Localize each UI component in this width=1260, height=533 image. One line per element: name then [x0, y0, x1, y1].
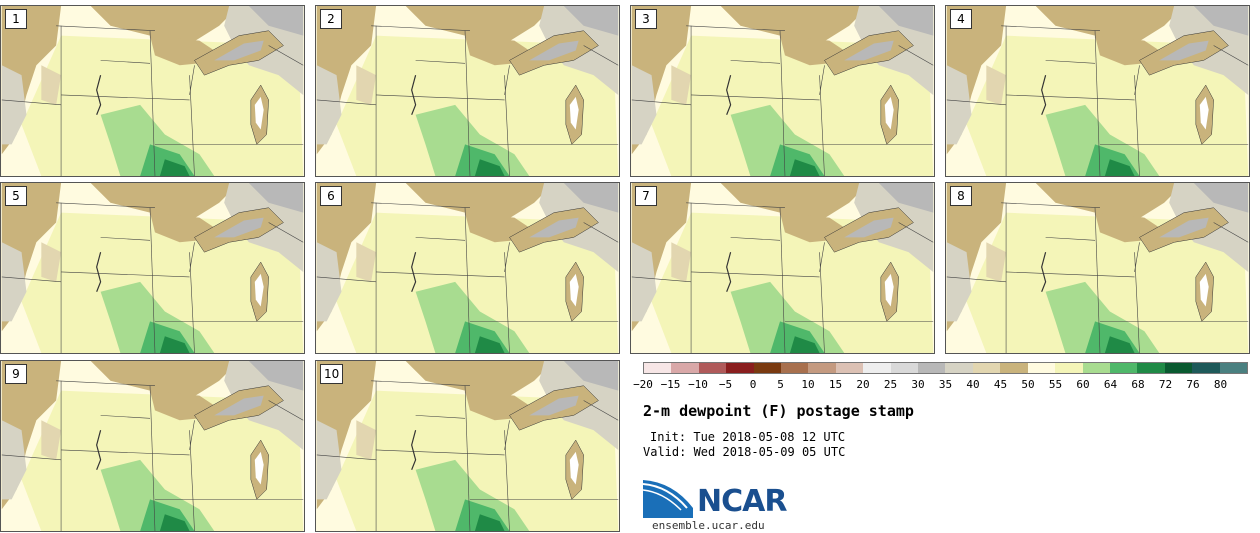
colorbar-tick-label: 25 [883, 378, 898, 391]
colorbar-cell [1109, 363, 1138, 373]
site-url: ensemble.ucar.edu [652, 519, 765, 532]
colorbar-tick-label: 55 [1048, 378, 1063, 391]
colorbar-cell [1164, 363, 1193, 373]
colorbar-cell [671, 363, 699, 373]
init-time: Init: Tue 2018-05-08 12 UTC [650, 430, 846, 444]
map-field [1, 361, 304, 531]
panel-number: 4 [950, 9, 972, 29]
chart-title: 2-m dewpoint (F) postage stamp [643, 402, 914, 420]
ncar-logo-icon [643, 480, 693, 518]
panel-number: 9 [5, 364, 27, 384]
colorbar-tick-label: −10 [688, 378, 708, 391]
map-field [316, 6, 619, 176]
colorbar-tick-label: 64 [1103, 378, 1118, 391]
colorbar-cell [698, 363, 727, 373]
colorbar-tick-label: 68 [1131, 378, 1145, 391]
colorbar-cell [863, 363, 891, 373]
colorbar-tick-label: −5 [718, 378, 733, 391]
map-panel-10: 10 [315, 360, 620, 532]
panel-number: 2 [320, 9, 342, 29]
colorbar-tick-label: 5 [777, 378, 784, 391]
map-panel-9: 9 [0, 360, 305, 532]
colorbar-ticks: −20 −15 −10 −5 0 5 10 15 20 25 30 35 40 45 50 55 60 64 68 7… [633, 378, 1253, 392]
colorbar-cell [890, 363, 919, 373]
colorbar-cell [1027, 363, 1056, 373]
logo-text: NCAR [697, 484, 787, 519]
colorbar-tick-label: −15 [660, 378, 681, 391]
valid-time: Valid: Wed 2018-05-09 05 UTC [643, 445, 846, 459]
colorbar-cell [1000, 363, 1028, 373]
map-panel-8: 8 [945, 182, 1250, 354]
panel-number: 10 [320, 364, 344, 384]
panel-number: 6 [320, 186, 342, 206]
colorbar-cell [644, 363, 672, 373]
map-panel-7: 7 [630, 182, 935, 354]
colorbar-tick-label: 15 [828, 378, 843, 391]
map-panel-5: 5 [0, 182, 305, 354]
panel-number: 3 [635, 9, 657, 29]
panel-number: 5 [5, 186, 27, 206]
colorbar-cell [1137, 363, 1165, 373]
colorbar-tick-label: −20 [633, 378, 653, 391]
map-field [1, 183, 304, 353]
map-field [316, 183, 619, 353]
colorbar-cell [726, 363, 754, 373]
map-panel-4: 4 [945, 5, 1250, 177]
map-field [946, 6, 1249, 176]
colorbar-tick-label: 40 [966, 378, 980, 391]
colorbar-cell [1192, 363, 1220, 373]
map-field [631, 6, 934, 176]
map-panel-6: 6 [315, 182, 620, 354]
panel-number: 7 [635, 186, 657, 206]
map-field [946, 183, 1249, 353]
colorbar-tick-label: 30 [911, 378, 925, 391]
map-field [316, 361, 619, 531]
panel-number: 1 [5, 9, 27, 29]
colorbar-tick-label: 60 [1076, 378, 1090, 391]
map-panel-1: 1 [0, 5, 305, 177]
colorbar-cell [1082, 363, 1110, 373]
map-field [1, 6, 304, 176]
colorbar-cell [835, 363, 864, 373]
colorbar-tick-label: 10 [801, 378, 815, 391]
colorbar-cell [781, 363, 809, 373]
colorbar [643, 362, 1248, 374]
map-panel-2: 2 [315, 5, 620, 177]
colorbar-tick-label: 45 [993, 378, 1008, 391]
colorbar-tick-label: 80 [1213, 378, 1228, 391]
colorbar-cell [1219, 363, 1247, 373]
colorbar-tick-label: 50 [1021, 378, 1035, 391]
colorbar-cell [945, 363, 973, 373]
map-panel-3: 3 [630, 5, 935, 177]
colorbar-tick-label: 0 [749, 378, 757, 391]
colorbar-tick-label: 35 [938, 378, 953, 391]
colorbar-tick-label: 76 [1186, 378, 1200, 391]
colorbar-cell [972, 363, 1001, 373]
colorbar-cell [918, 363, 946, 373]
colorbar-tick-label: 72 [1158, 378, 1173, 391]
colorbar-cell [1055, 363, 1083, 373]
panel-number: 8 [950, 186, 972, 206]
colorbar-tick-label: 20 [856, 378, 870, 391]
colorbar-cell [808, 363, 836, 373]
map-field [631, 183, 934, 353]
colorbar-cell [753, 363, 782, 373]
